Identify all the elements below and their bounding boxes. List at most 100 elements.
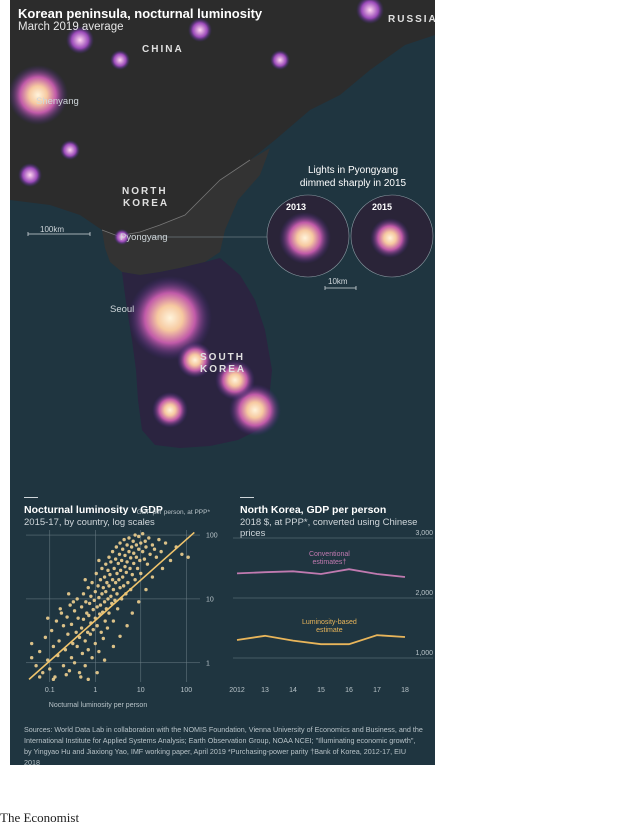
- scatter-ytick: 10: [206, 596, 214, 603]
- scatter-point: [66, 592, 71, 596]
- inset-year-2015: 2015: [372, 202, 393, 212]
- scatter-point: [88, 632, 93, 636]
- scatter-xtick: 10: [137, 687, 145, 694]
- scatter-point: [61, 663, 66, 668]
- scatter-point: [126, 580, 130, 585]
- scatter-point: [106, 568, 110, 573]
- scatter-chart: GDP per person, at PPP* 0.1 1 10 100 1 10 100…: [26, 509, 218, 709]
- china-glow-2: [110, 50, 130, 70]
- scatter-point: [145, 562, 150, 566]
- scatter-point: [180, 552, 184, 556]
- scatter-point: [118, 634, 122, 638]
- scatter-point: [76, 616, 80, 620]
- scatter-point: [132, 561, 136, 566]
- china-glow-3: [188, 18, 212, 42]
- scatter-point: [98, 577, 103, 582]
- scatter-point: [86, 677, 90, 682]
- seoul-glow: [128, 276, 212, 360]
- scatter-point: [61, 624, 66, 628]
- scatter-point: [58, 607, 62, 611]
- scatter-point: [53, 675, 57, 679]
- label-shenyang: Shenyang: [36, 96, 79, 107]
- scatter-point: [83, 663, 87, 668]
- scatter-point: [51, 644, 56, 649]
- scatter-point: [79, 626, 84, 630]
- scatter-point: [71, 641, 75, 646]
- scatter-point: [131, 539, 135, 543]
- scatter-point: [125, 624, 129, 628]
- scatter-point: [117, 577, 121, 582]
- scatter-ylabel: GDP per person, at PPP*: [137, 509, 211, 516]
- sources-note: Sources: World Data Lab in collaboration…: [24, 725, 423, 765]
- scatter-point: [163, 541, 168, 545]
- scatter-point: [64, 673, 68, 677]
- scatter-point: [124, 570, 128, 575]
- scatter-point: [144, 545, 148, 549]
- scatter-point: [46, 616, 50, 620]
- scatter-point: [86, 648, 90, 652]
- label-south: SOUTH: [200, 352, 245, 363]
- scatter-point: [49, 628, 54, 633]
- scatter-point: [29, 656, 34, 660]
- scatter-point: [101, 636, 106, 641]
- label-pyongyang: Pyongyang: [120, 232, 168, 243]
- scatter-point: [139, 541, 143, 545]
- scatter-point: [99, 630, 103, 635]
- scatter-point: [98, 603, 103, 607]
- scale-label-main: 100km: [40, 225, 65, 234]
- graphic-panel: Korean peninsula, nocturnal luminosity M…: [10, 0, 435, 765]
- scatter-point: [34, 663, 38, 668]
- scatter-point: [109, 560, 113, 564]
- scatter-xtick: 100: [180, 687, 192, 694]
- scatter-ytick: 100: [206, 533, 218, 540]
- scatter-point: [118, 541, 122, 545]
- line-series-label-1: Luminosity-based: [302, 619, 357, 626]
- scatter-point: [79, 605, 84, 609]
- scatter-point: [168, 558, 173, 563]
- scatter-point: [152, 547, 157, 551]
- scatter-point: [94, 571, 98, 576]
- scatter-point: [150, 575, 155, 579]
- scatter-point: [105, 580, 109, 585]
- shenyang-glow: [10, 65, 68, 125]
- scatter-point: [87, 601, 92, 606]
- scatter-point: [95, 624, 99, 628]
- scatter-point: [54, 619, 59, 623]
- scatter-point: [130, 572, 134, 577]
- scatter-point: [159, 549, 163, 554]
- line-series-label-0: Conventional: [309, 551, 350, 558]
- inset-year-2013: 2013: [286, 202, 307, 212]
- scatter-point: [138, 558, 142, 563]
- scatter-point: [74, 630, 78, 635]
- scatter-point: [127, 536, 131, 540]
- scatter-point: [129, 556, 133, 560]
- scatter-point: [144, 587, 148, 592]
- scatter-point: [140, 549, 145, 554]
- scatter-point: [114, 545, 119, 549]
- scale-bar-main: [27, 232, 91, 236]
- scatter-point: [90, 656, 94, 660]
- scatter-point: [48, 667, 52, 671]
- scatter-point: [115, 607, 120, 611]
- scatter-point: [160, 566, 165, 571]
- label-russia: RUSSIA: [388, 14, 435, 25]
- scatter-point: [77, 635, 82, 640]
- label-seoul: Seoul: [110, 304, 135, 315]
- scatter-point: [111, 587, 116, 592]
- scatter-point: [140, 532, 145, 536]
- label-north-korea: KOREA: [123, 198, 170, 209]
- scatter-point: [113, 557, 118, 561]
- scatter-point: [71, 600, 76, 604]
- line-xtick: 16: [345, 687, 353, 694]
- scatter-point: [109, 594, 113, 598]
- scatter-point: [118, 585, 122, 590]
- inset-title-1: Lights in Pyongyang: [307, 165, 399, 176]
- scatter-point: [120, 575, 125, 579]
- inset-scale-label: 10km: [328, 277, 348, 286]
- page-title: Korean peninsula, nocturnal luminosity: [18, 6, 263, 21]
- scatter-trend-line: [28, 531, 195, 680]
- scatter-point: [116, 561, 120, 566]
- scatter-point: [121, 584, 126, 588]
- scatter-point: [75, 597, 79, 601]
- scatter-point: [80, 651, 85, 656]
